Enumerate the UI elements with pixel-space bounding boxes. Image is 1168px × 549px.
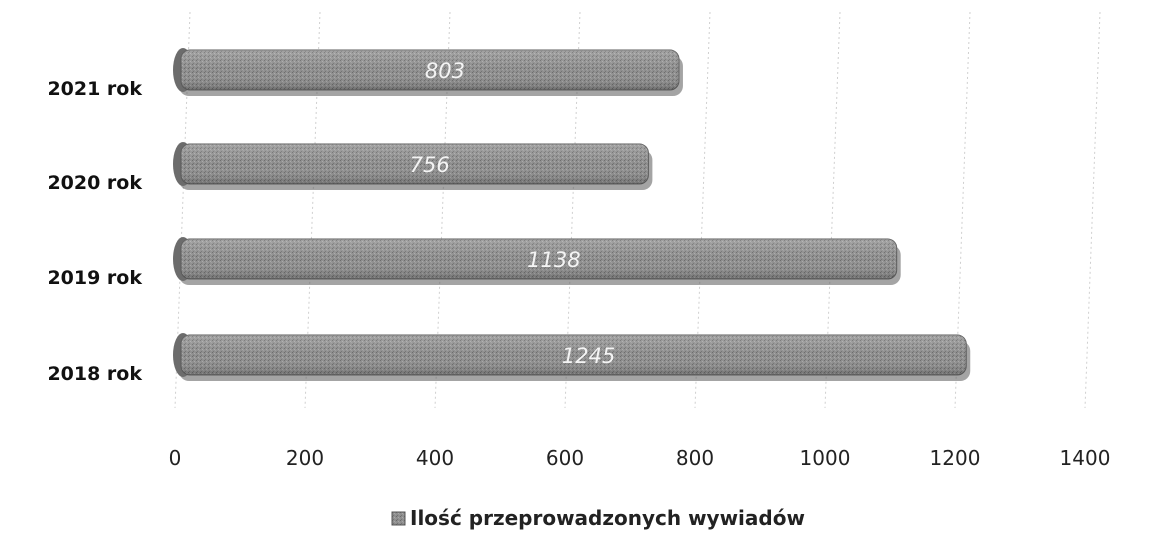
x-tick-label: 1400: [1060, 446, 1111, 470]
gridline: [1084, 11, 1101, 409]
category-label: 2021 rok: [47, 78, 142, 100]
bar-group: 1138: [173, 237, 901, 285]
x-tick-label: 0: [169, 446, 182, 470]
data-label: 803: [425, 59, 465, 83]
legend-label: Ilość przeprowadzonych wywiadów: [410, 506, 805, 530]
category-labels: 2021 rok 2020 rok 2019 rok 2018 rok: [47, 78, 142, 385]
x-tick-label: 400: [416, 446, 454, 470]
data-label: 756: [410, 153, 450, 177]
x-tick-label: 1000: [800, 446, 851, 470]
legend-swatch: [391, 511, 406, 526]
bar-group: 803: [173, 48, 683, 96]
bar-shading: [181, 144, 649, 184]
x-tick-label: 1200: [930, 446, 981, 470]
category-label: 2020 rok: [47, 172, 142, 194]
bars: 803 756 1138 1245: [173, 48, 971, 381]
legend: Ilość przeprowadzonych wywiadów: [391, 506, 805, 530]
bar-group: 1245: [173, 333, 971, 381]
bar-shading: [181, 335, 967, 375]
x-tick-label: 800: [676, 446, 714, 470]
category-label: 2019 rok: [47, 267, 142, 289]
category-label: 2018 rok: [47, 363, 142, 385]
data-label: 1245: [562, 344, 615, 368]
x-axis-tick-labels: 0 200 400 600 800 1000 1200 1400: [169, 446, 1111, 470]
x-tick-label: 200: [286, 446, 324, 470]
bar-group: 756: [173, 142, 653, 190]
data-label: 1138: [527, 248, 580, 272]
bar-shading: [181, 239, 897, 279]
bar-shading: [181, 50, 679, 90]
x-tick-label: 600: [546, 446, 584, 470]
